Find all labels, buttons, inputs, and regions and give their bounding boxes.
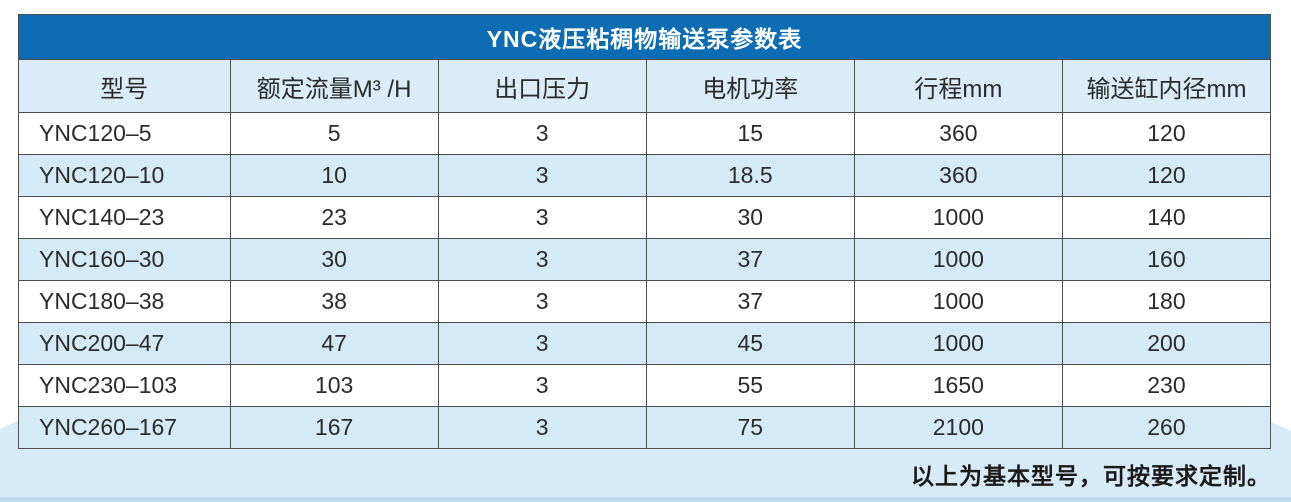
column-header: 输送缸内径mm [1061,59,1272,113]
model-cell: YNC200–47 [18,322,231,365]
value-cell: 37 [645,238,855,281]
model-cell: YNC120–5 [18,112,231,155]
value-cell: 230 [1061,364,1272,407]
value-cell: 167 [229,406,439,449]
model-cell: YNC180–38 [18,280,231,323]
value-cell: 360 [853,154,1063,197]
column-header: 型号 [18,59,231,113]
value-cell: 5 [229,112,439,155]
table-body: YNC120–5 5 3 15 360 120 YNC120–10 10 3 18.5 360 120… [18,112,1272,449]
value-cell: 1000 [853,322,1063,365]
value-cell: 3 [437,322,647,365]
value-cell: 3 [437,280,647,323]
value-cell: 3 [437,238,647,281]
value-cell: 3 [437,364,647,407]
model-cell: YNC120–10 [18,154,231,197]
value-cell: 180 [1061,280,1272,323]
column-header: 额定流量M³ /H [229,59,439,113]
model-cell: YNC160–30 [18,238,231,281]
table-row: YNC120–5 5 3 15 360 120 [18,112,1272,155]
value-cell: 15 [645,112,855,155]
value-cell: 360 [853,112,1063,155]
value-cell: 47 [229,322,439,365]
value-cell: 55 [645,364,855,407]
table-row: YNC120–10 10 3 18.5 360 120 [18,154,1272,197]
value-cell: 3 [437,196,647,239]
value-cell: 1650 [853,364,1063,407]
model-cell: YNC140–23 [18,196,231,239]
value-cell: 37 [645,280,855,323]
value-cell: 3 [437,112,647,155]
value-cell: 260 [1061,406,1272,449]
table-row: YNC160–30 30 3 37 1000 160 [18,238,1272,281]
footnote-text: 以上为基本型号，可按要求定制。 [911,463,1271,489]
value-cell: 75 [645,406,855,449]
value-cell: 38 [229,280,439,323]
column-header: 行程mm [853,59,1063,113]
value-cell: 30 [645,196,855,239]
table-row: YNC260–167 167 3 75 2100 260 [18,406,1272,449]
value-cell: 140 [1061,196,1272,239]
pump-parameters-table: YNC液压粘稠物输送泵参数表 型号 额定流量M³ /H 出口压力 电机功率 行程mm 输送… [18,14,1272,449]
value-cell: 30 [229,238,439,281]
value-cell: 120 [1061,154,1272,197]
header-row: 型号 额定流量M³ /H 出口压力 电机功率 行程mm 输送缸内径mm [18,59,1272,113]
value-cell: 1000 [853,196,1063,239]
value-cell: 160 [1061,238,1272,281]
model-cell: YNC230–103 [18,364,231,407]
value-cell: 200 [1061,322,1272,365]
value-cell: 2100 [853,406,1063,449]
value-cell: 18.5 [645,154,855,197]
value-cell: 120 [1061,112,1272,155]
value-cell: 1000 [853,280,1063,323]
title-row: YNC液压粘稠物输送泵参数表 [18,14,1271,60]
table-row: YNC200–47 47 3 45 1000 200 [18,322,1272,365]
table-row: YNC180–38 38 3 37 1000 180 [18,280,1272,323]
table-title: YNC液压粘稠物输送泵参数表 [18,14,1271,60]
column-header: 出口压力 [437,59,647,113]
value-cell: 1000 [853,238,1063,281]
value-cell: 3 [437,406,647,449]
value-cell: 103 [229,364,439,407]
table-row: YNC140–23 23 3 30 1000 140 [18,196,1272,239]
value-cell: 23 [229,196,439,239]
table-row: YNC230–103 103 3 55 1650 230 [18,364,1272,407]
value-cell: 45 [645,322,855,365]
value-cell: 10 [229,154,439,197]
model-cell: YNC260–167 [18,406,231,449]
column-header: 电机功率 [645,59,855,113]
value-cell: 3 [437,154,647,197]
background-band-edge [0,497,1291,502]
